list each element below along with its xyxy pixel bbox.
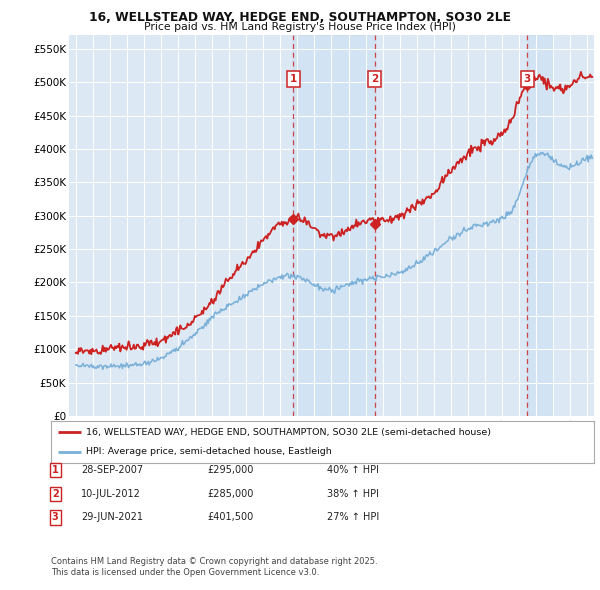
Text: 28-SEP-2007: 28-SEP-2007 <box>81 466 143 475</box>
Text: HPI: Average price, semi-detached house, Eastleigh: HPI: Average price, semi-detached house,… <box>86 447 332 456</box>
Text: 3: 3 <box>52 513 59 522</box>
Text: 1: 1 <box>290 74 297 84</box>
Text: 40% ↑ HPI: 40% ↑ HPI <box>327 466 379 475</box>
Text: 16, WELLSTEAD WAY, HEDGE END, SOUTHAMPTON, SO30 2LE: 16, WELLSTEAD WAY, HEDGE END, SOUTHAMPTO… <box>89 11 511 24</box>
Bar <box>293 35 374 416</box>
Bar <box>527 35 553 416</box>
Text: This data is licensed under the Open Government Licence v3.0.: This data is licensed under the Open Gov… <box>51 568 319 576</box>
Text: 29-JUN-2021: 29-JUN-2021 <box>81 513 143 522</box>
Text: £401,500: £401,500 <box>207 513 253 522</box>
Text: 2: 2 <box>52 489 59 499</box>
Text: Price paid vs. HM Land Registry's House Price Index (HPI): Price paid vs. HM Land Registry's House … <box>144 22 456 32</box>
Text: £295,000: £295,000 <box>207 466 253 475</box>
Text: 27% ↑ HPI: 27% ↑ HPI <box>327 513 379 522</box>
Text: 16, WELLSTEAD WAY, HEDGE END, SOUTHAMPTON, SO30 2LE (semi-detached house): 16, WELLSTEAD WAY, HEDGE END, SOUTHAMPTO… <box>86 428 491 437</box>
Text: 10-JUL-2012: 10-JUL-2012 <box>81 489 141 499</box>
Text: 1: 1 <box>52 466 59 475</box>
Text: Contains HM Land Registry data © Crown copyright and database right 2025.: Contains HM Land Registry data © Crown c… <box>51 557 377 566</box>
Text: 3: 3 <box>524 74 531 84</box>
Text: £285,000: £285,000 <box>207 489 253 499</box>
Text: 2: 2 <box>371 74 378 84</box>
Text: 38% ↑ HPI: 38% ↑ HPI <box>327 489 379 499</box>
